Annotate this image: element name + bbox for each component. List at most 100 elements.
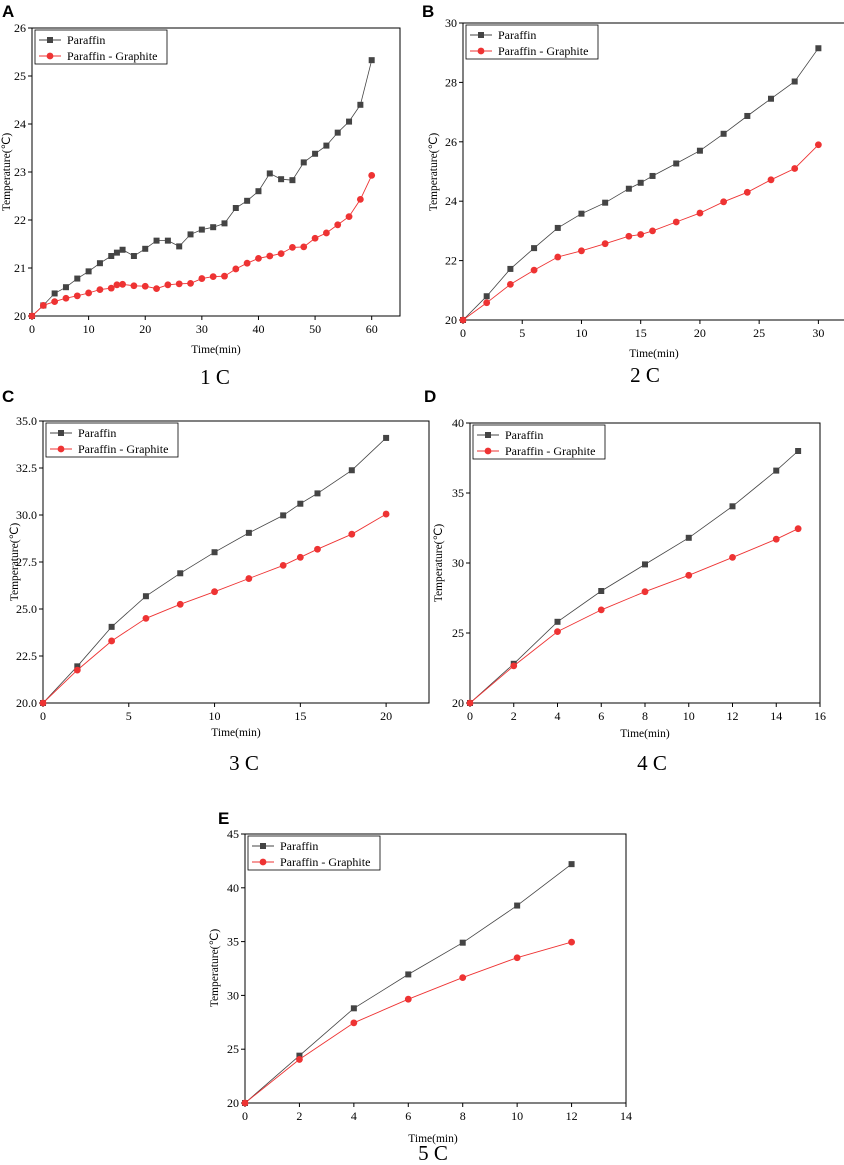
data-point-paraffin [300,159,307,166]
x-tick-label: 12 [566,1109,578,1123]
data-point-paraffin-graphite [279,561,287,569]
data-point-paraffin-graphite [743,188,751,196]
data-point-paraffin-graphite [232,265,240,273]
data-point-paraffin-graphite [113,281,121,289]
data-point-paraffin-graphite [530,266,538,274]
x-axis-label: Time(min) [620,728,670,740]
x-tick-label: 10 [683,709,695,723]
x-tick-label: 8 [642,709,648,723]
y-tick-label: 24 [14,117,26,131]
data-point-paraffin [405,971,412,978]
legend-marker-circle [259,858,267,866]
data-point-paraffin-graphite [300,243,308,251]
legend-box [45,422,179,458]
data-point-paraffin-graphite [142,615,150,622]
data-point-paraffin-graphite [649,227,656,235]
data-point-paraffin [278,176,285,183]
data-point-paraffin-graphite [483,299,491,307]
data-point-paraffin-graphite [39,302,47,309]
data-point-paraffin-graphite [28,312,36,320]
plot-frame [42,420,430,704]
panel-letter: D [424,387,436,406]
chart-panel-d: D 0 2 4 6 8 10 12 14 16 20 25 30 35 40 Time(min) Tempera… [424,387,826,775]
data-point-paraffin [289,177,296,184]
chart-panel-c: C 0 5 10 15 20 20.0 22.5 25.0 27.5 30.0 32.5 35.0 Tim… [2,387,430,775]
legend: Paraffin Paraffin - Graphite [45,422,179,458]
data-point-paraffin [245,529,252,536]
x-tick-label: 4 [555,709,561,723]
data-point-paraffin [795,448,802,454]
data-point-paraffin-graphite [554,628,561,635]
legend-label: Paraffin [78,426,116,440]
data-point-paraffin-graphite [96,286,104,293]
data-point-paraffin [187,231,194,238]
data-point-paraffin-graphite [323,229,330,237]
data-point-paraffin-graphite [289,243,296,251]
data-point-paraffin [598,588,605,594]
legend-box [247,835,381,871]
y-tick-label: 35.0 [16,414,37,428]
data-point-paraffin-graphite [311,234,319,242]
y-tick-label: 40 [227,881,239,895]
data-point-paraffin-graphite [221,272,228,280]
y-tick-label: 45 [227,827,239,841]
legend-marker-circle [477,47,485,55]
y-tick-label: 28 [445,75,457,89]
x-tick-label: 20 [380,709,392,723]
panel-letter: B [422,2,434,21]
data-point-paraffin-graphite [241,1099,249,1107]
legend: Paraffin Paraffin - Graphite [465,24,599,60]
data-point-paraffin [696,147,703,154]
y-axis-label: Temperature(℃) [428,133,440,212]
data-point-paraffin [244,197,251,204]
data-point-paraffin [221,220,228,227]
y-tick-label: 23 [14,165,26,179]
x-tick-label: 10 [209,709,221,723]
data-point-paraffin-graphite [672,218,680,226]
x-axis-label: Time(min) [211,727,261,739]
data-point-paraffin-graphite [277,250,285,257]
y-tick-label: 20 [227,1096,239,1110]
data-point-paraffin-graphite [334,221,342,229]
data-point-paraffin-graphite [720,198,728,206]
y-tick-label: 22.5 [16,649,37,663]
data-point-paraffin-graphite [513,954,521,962]
data-point-paraffin [176,243,183,250]
x-tick-label: 6 [598,709,604,723]
y-tick-label: 32.5 [16,461,37,475]
y-tick-label: 20 [452,696,464,710]
x-tick-label: 14 [770,709,782,723]
series-line-paraffin [244,863,572,1104]
data-point-paraffin [142,593,149,600]
x-tick-label: 20 [139,322,151,336]
series-line-paraffin [42,437,387,704]
legend-label: Paraffin - Graphite [498,44,588,58]
data-point-paraffin [642,561,648,568]
data-point-paraffin [507,265,514,272]
x-tick-label: 0 [40,709,46,723]
legend-label: Paraffin - Graphite [505,444,595,458]
data-point-paraffin [578,210,585,217]
data-point-paraffin [346,118,353,125]
legend-marker-square [478,32,484,38]
data-point-paraffin-graphite [153,285,160,293]
y-tick-label: 27.5 [16,555,37,569]
x-tick-label: 15 [294,709,306,723]
x-tick-label: 40 [252,322,264,336]
data-point-paraffin [368,57,375,64]
data-point-paraffin-graphite [696,209,704,217]
y-tick-label: 30 [445,16,457,30]
y-axis-label: Temperature(℃) [1,133,13,212]
x-tick-label: 12 [727,709,739,723]
data-point-paraffin-graphite [641,588,649,596]
data-point-paraffin-graphite [625,232,633,240]
y-tick-label: 20.0 [16,696,37,710]
data-point-paraffin-graphite [130,282,138,290]
x-tick-label: 0 [467,709,473,723]
data-point-paraffin-graphite [459,316,467,324]
panel-letter: E [218,809,229,828]
y-tick-label: 22 [445,254,457,268]
data-point-paraffin [108,623,115,630]
chart-panel-a: A 0 10 20 30 40 50 60 20 21 22 23 24 25 26 Time(min) Tem… [1,2,401,389]
data-point-paraffin-graphite [554,253,562,261]
